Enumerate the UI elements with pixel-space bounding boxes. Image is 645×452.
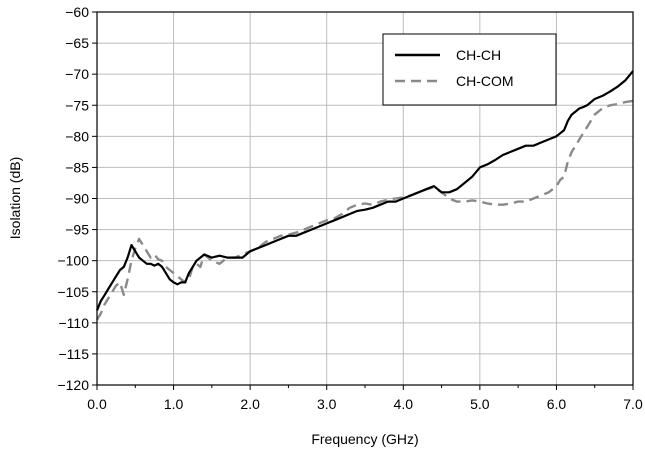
legend: CH-CH CH-COM <box>382 33 557 106</box>
x-axis-label: Frequency (GHz) <box>311 431 418 447</box>
legend-label-ch-ch: CH-CH <box>456 47 501 63</box>
y-axis-label: Isolation (dB) <box>7 157 23 239</box>
y-tick-label: −120 <box>57 377 89 393</box>
x-tick-label: 2.0 <box>240 396 260 412</box>
x-tick-label: 6.0 <box>547 396 567 412</box>
y-tick-label: −90 <box>65 191 89 207</box>
y-tick-label: −65 <box>65 35 89 51</box>
y-tick-label: −115 <box>59 346 90 362</box>
y-tick-label: −95 <box>65 222 89 238</box>
x-tick-labels: 0.0 1.0 2.0 3.0 4.0 5.0 6.0 7.0 <box>87 396 643 412</box>
y-tick-label: −100 <box>57 253 89 269</box>
x-tick-label: 7.0 <box>623 396 643 412</box>
x-tick-label: 3.0 <box>317 396 337 412</box>
plot-series <box>95 70 634 321</box>
x-tick-label: 1.0 <box>164 396 184 412</box>
y-tick-label: −110 <box>59 315 90 331</box>
legend-box <box>382 33 557 106</box>
series-line-ch-ch <box>95 70 634 311</box>
axis-ticks <box>92 11 634 390</box>
y-tick-labels: −60 −65 −70 −75 −80 −85 −90 −95 −100 −105 −110 −115… <box>57 4 89 393</box>
y-tick-label: −60 <box>65 4 89 20</box>
y-tick-label: −85 <box>65 159 89 175</box>
x-tick-label: 5.0 <box>470 396 490 412</box>
y-tick-label: −75 <box>65 97 89 113</box>
x-tick-label: 0.0 <box>87 396 107 412</box>
x-tick-label: 4.0 <box>394 396 414 412</box>
legend-label-ch-com: CH-COM <box>456 73 514 89</box>
y-tick-label: −105 <box>57 284 89 300</box>
y-tick-label: −70 <box>65 66 89 82</box>
y-tick-label: −80 <box>65 128 89 144</box>
